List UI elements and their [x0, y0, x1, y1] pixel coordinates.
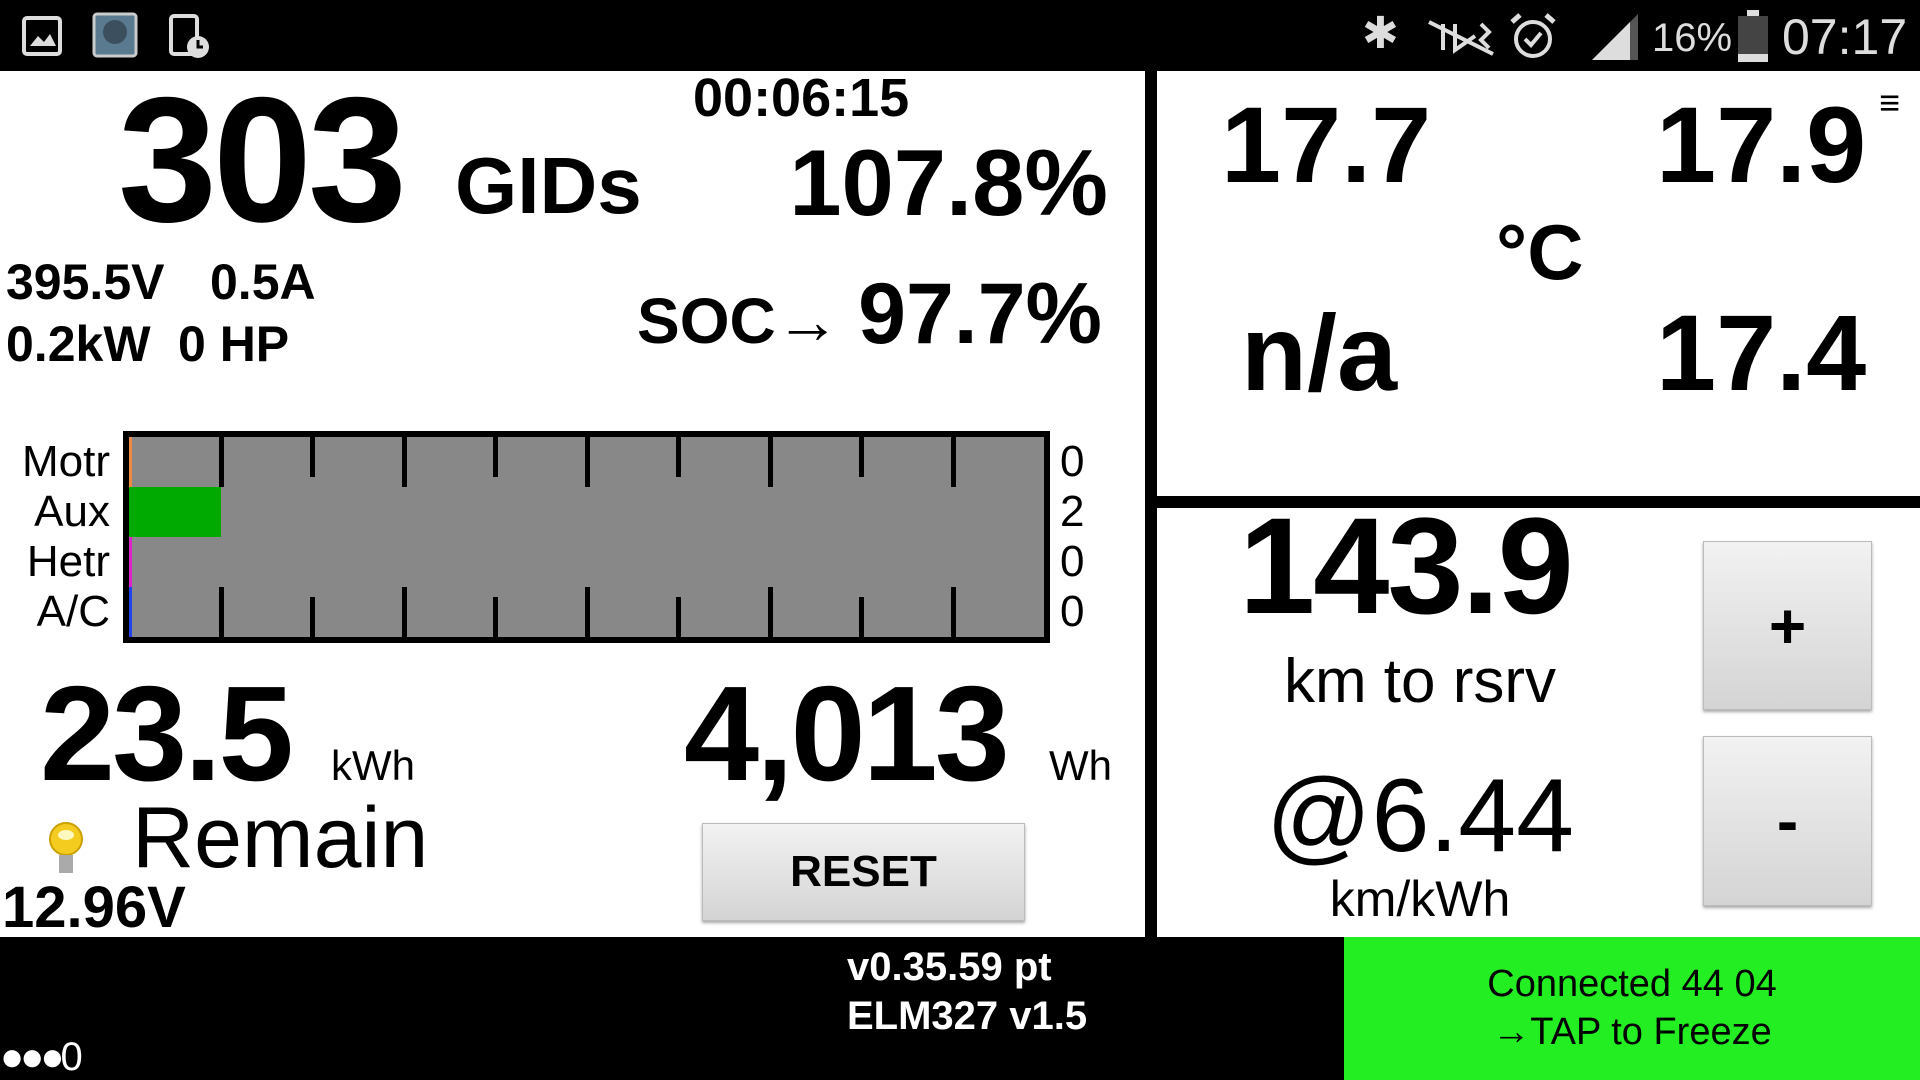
footer-bar: v0.35.59 pt ELM327 v1.5 ●●●0 Connected 4…: [0, 937, 1920, 1080]
battery-icon: [1738, 10, 1768, 62]
power-bar-fill-aux: [129, 487, 221, 537]
scale-tick: [219, 587, 224, 637]
bluetooth-icon: ✱: [1362, 9, 1399, 58]
connection-status: Connected 44 04: [1487, 963, 1777, 1005]
aux-battery-voltage: 12.96V: [2, 875, 186, 940]
adapter-version: ELM327 v1.5: [847, 994, 1088, 1038]
screen-timer-icon: [169, 14, 209, 58]
power-bar-fill-ac: [129, 587, 132, 637]
reset-button[interactable]: RESET: [702, 823, 1025, 921]
power-bar-value: 0: [1060, 437, 1085, 486]
temp-bottom-right: 17.4: [1656, 292, 1867, 413]
battery-panel: 303 GIDs 00:06:15 107.8% 395.5V 0.5A 0.2…: [0, 71, 1145, 937]
scale-tick: [768, 587, 773, 637]
app-thumbnail-icon: [92, 12, 138, 58]
temp-top-left: 17.7: [1221, 84, 1432, 205]
scale-tick: [402, 587, 407, 637]
status-bar: ✱ 16% 07:17: [0, 0, 1920, 71]
scale-tick: [310, 597, 315, 637]
elapsed-time: 00:06:15: [693, 68, 910, 128]
alarm-icon: [1510, 13, 1556, 58]
temperature-panel: 17.7 17.9 ≡ °C n/a 17.4: [1157, 71, 1920, 496]
power-kw: 0.2kW: [6, 316, 151, 372]
pack-voltage: 395.5V: [6, 254, 165, 310]
power-bar-track: [123, 431, 1050, 643]
scale-tick: [768, 437, 773, 487]
scale-tick: [585, 587, 590, 637]
image-icon: [22, 16, 62, 56]
connection-status-button[interactable]: Connected 44 04 →TAP to Freeze: [1344, 937, 1920, 1080]
power-bar-value: 0: [1060, 587, 1085, 636]
power-bar-label: A/C: [36, 587, 110, 636]
scale-tick: [951, 437, 956, 487]
power-bar-fill-motr: [129, 437, 132, 487]
app-version: v0.35.59 pt: [847, 945, 1052, 989]
energy-unit: kWh: [331, 742, 415, 789]
signal-icon: [1592, 14, 1638, 60]
efficiency-unit: km/kWh: [1329, 871, 1511, 927]
power-bar-label: Aux: [34, 487, 110, 536]
wh-used: 4,013: [684, 658, 1010, 809]
gids-value: 303: [118, 60, 407, 259]
energy-remaining: 23.5: [40, 658, 294, 809]
remain-label: Remain: [132, 790, 429, 886]
soc-readout: SOC→ 97.7%: [637, 271, 1102, 357]
charge-percent: 107.8%: [789, 130, 1108, 235]
scale-tick: [676, 437, 681, 477]
scale-tick: [493, 597, 498, 637]
temp-bottom-left: n/a: [1241, 292, 1398, 413]
scale-tick: [402, 437, 407, 487]
pack-current: 0.5A: [210, 254, 316, 310]
gids-unit: GIDs: [455, 141, 642, 230]
decrease-button[interactable]: -: [1703, 736, 1872, 906]
scale-tick: [951, 587, 956, 637]
power-bar-value: 2: [1060, 487, 1085, 536]
power-bar-fill-hetr: [129, 537, 132, 587]
status-indicator-dots: ●●●0: [0, 1035, 83, 1079]
mute-vibrate-icon: [1428, 20, 1494, 56]
battery-percent: 16%: [1652, 16, 1733, 60]
scale-tick: [493, 437, 498, 477]
soc-label: SOC→: [637, 285, 840, 357]
tap-to-freeze-hint: →TAP to Freeze: [1492, 1011, 1772, 1053]
increase-button[interactable]: +: [1703, 541, 1872, 710]
power-bar-value: 0: [1060, 537, 1085, 586]
menu-icon[interactable]: ≡: [1879, 82, 1901, 123]
scale-tick: [859, 597, 864, 637]
scale-tick: [676, 597, 681, 637]
temp-top-right: 17.9: [1656, 84, 1867, 205]
power-hp: 0 HP: [178, 316, 290, 372]
wh-unit: Wh: [1049, 742, 1112, 789]
temp-unit: °C: [1496, 208, 1584, 296]
scale-tick: [310, 437, 315, 477]
soc-value: 97.7%: [858, 266, 1102, 362]
power-bar-label: Motr: [22, 437, 110, 486]
range-panel: 143.9 km to rsrv @6.44 km/kWh + -: [1157, 498, 1920, 937]
scale-tick: [859, 437, 864, 477]
efficiency-value: @6.44: [1266, 758, 1574, 874]
range-label: km to rsrv: [1283, 647, 1557, 716]
scale-tick: [219, 437, 224, 487]
clock: 07:17: [1782, 9, 1908, 65]
scale-tick: [585, 437, 590, 487]
power-bar-label: Hetr: [26, 537, 110, 586]
range-value: 143.9: [1239, 490, 1574, 643]
lightbulb-icon: [49, 822, 83, 873]
